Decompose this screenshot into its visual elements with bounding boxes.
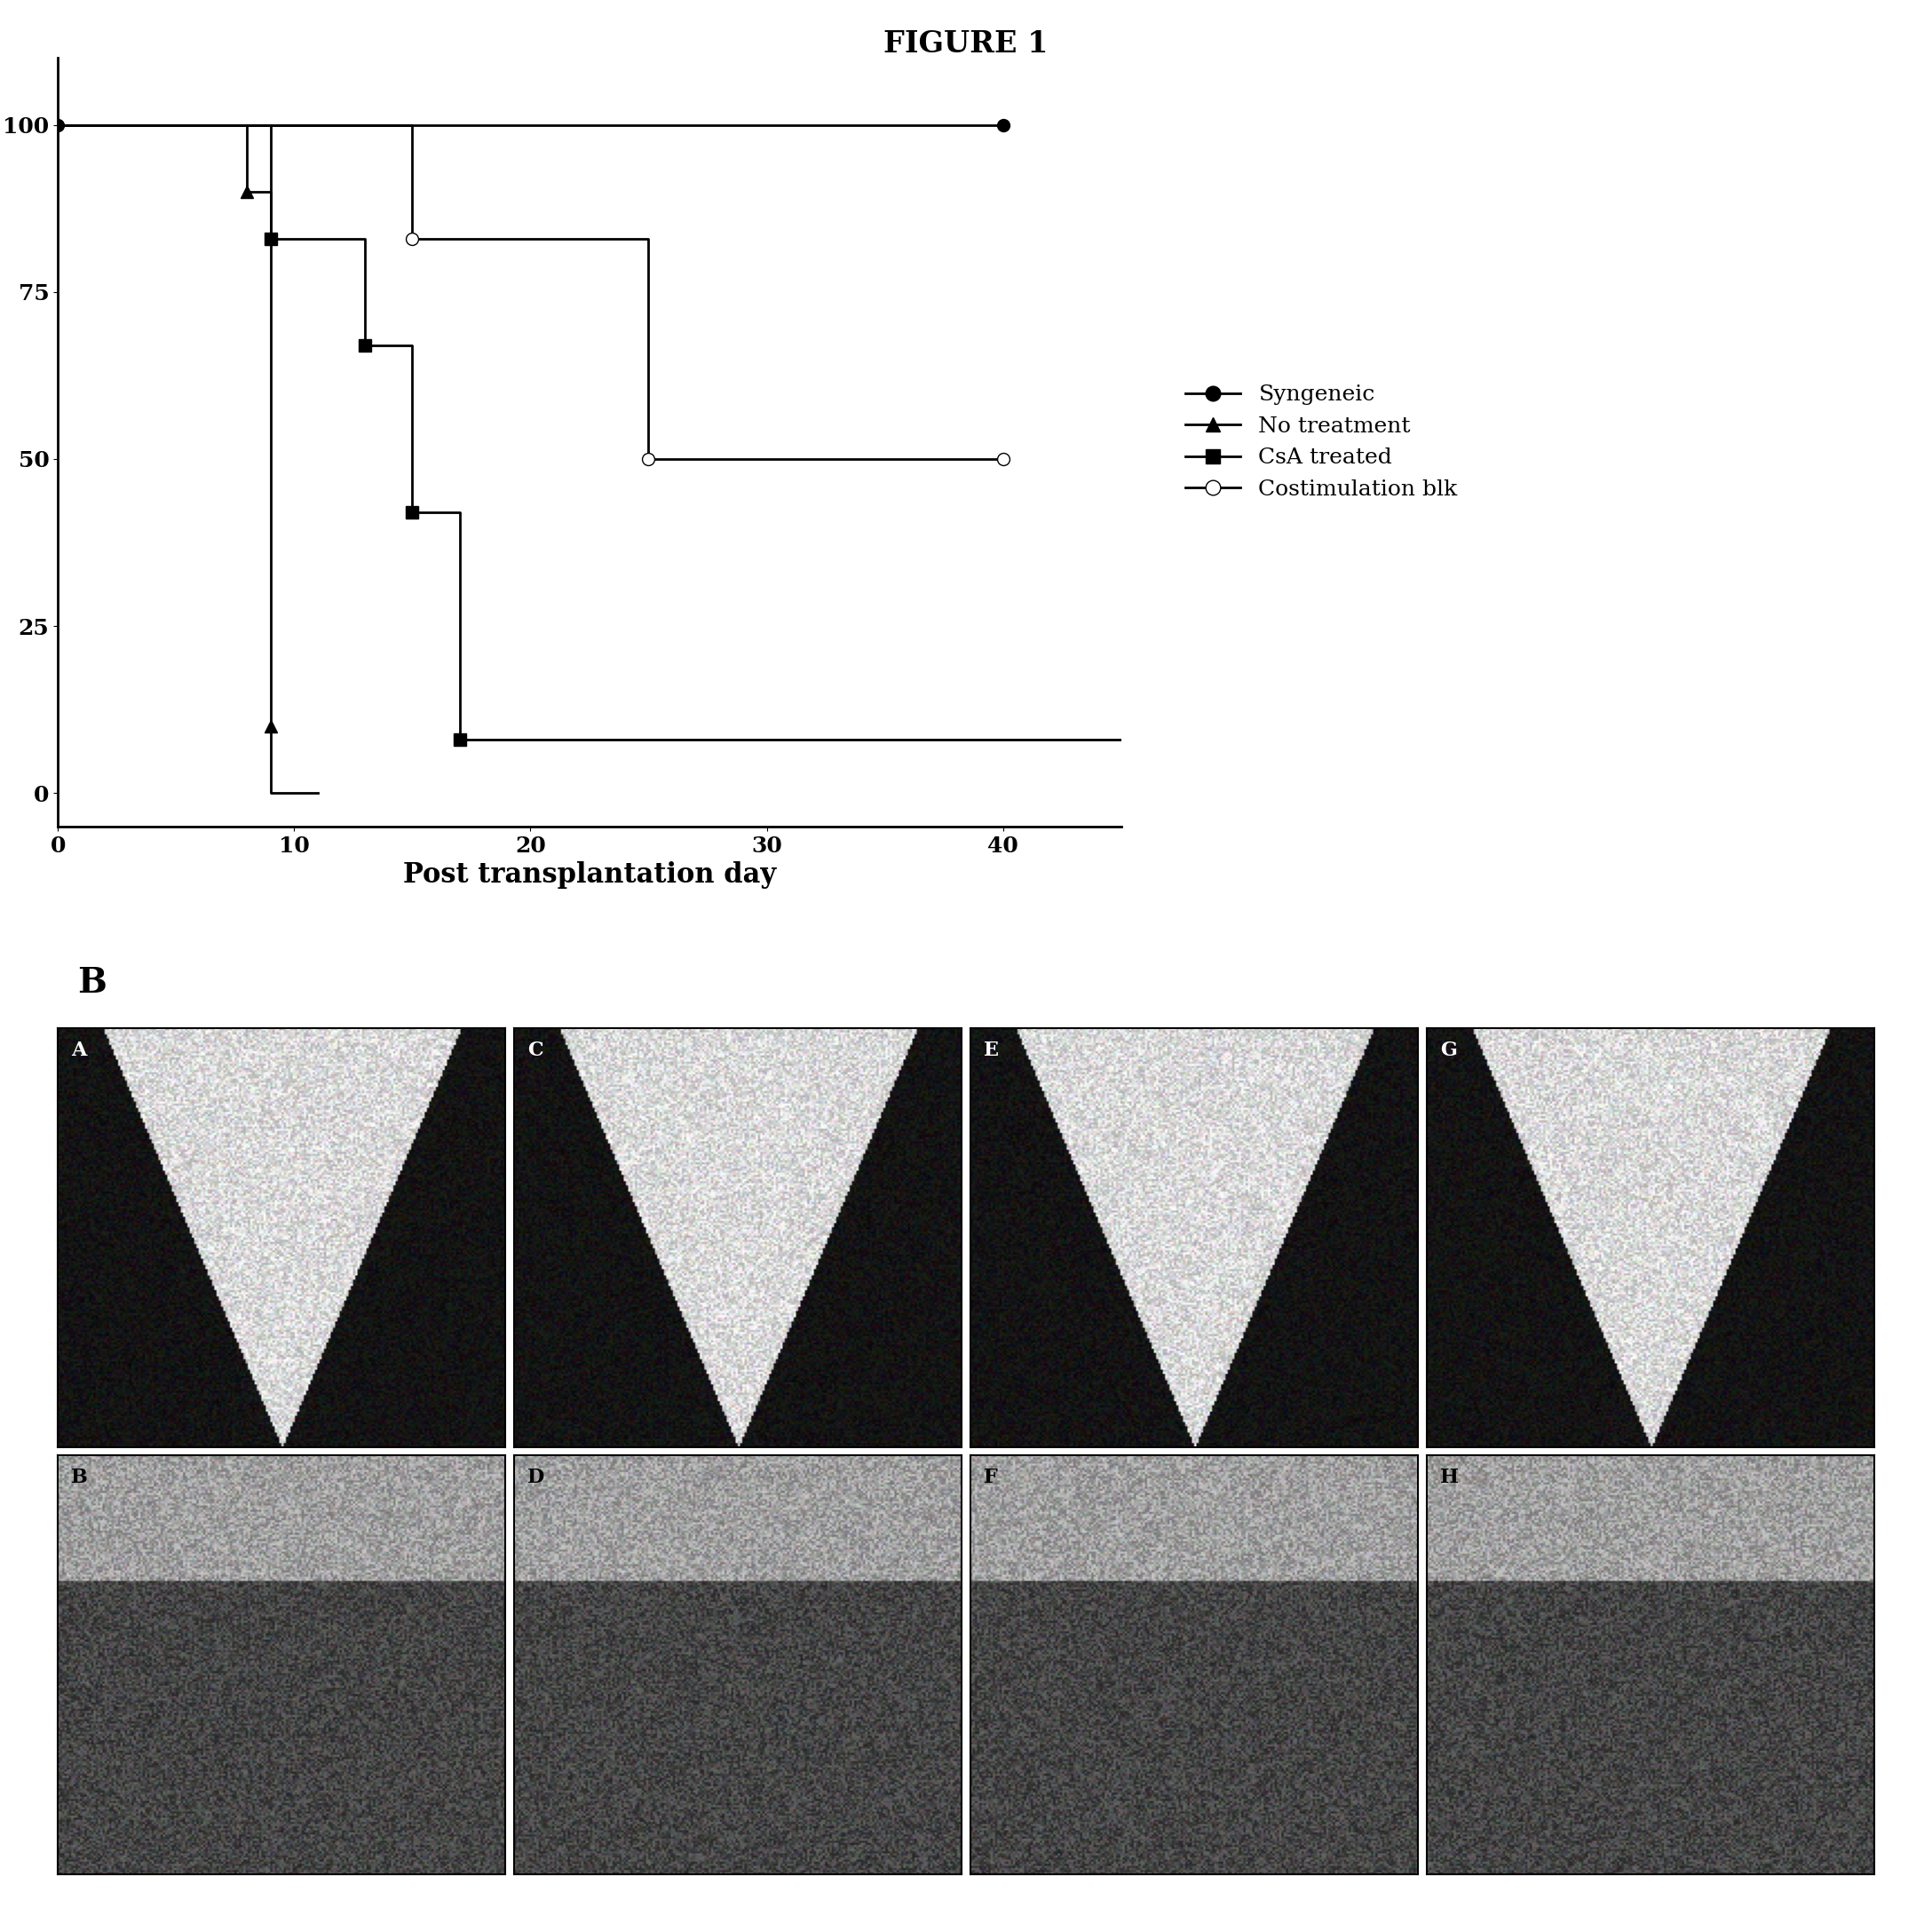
Text: FIGURE 1: FIGURE 1 bbox=[883, 29, 1049, 58]
Text: H: H bbox=[1439, 1468, 1459, 1488]
Text: C: C bbox=[527, 1041, 543, 1061]
Text: G: G bbox=[1439, 1041, 1457, 1061]
X-axis label: Post transplantation day: Post transplantation day bbox=[404, 862, 777, 889]
Text: B: B bbox=[77, 966, 106, 999]
Text: E: E bbox=[983, 1041, 999, 1061]
Text: F: F bbox=[983, 1468, 997, 1488]
Text: A: A bbox=[71, 1041, 87, 1061]
Text: B: B bbox=[71, 1468, 89, 1488]
Legend: Syngeneic, No treatment, CsA treated, Costimulation blk: Syngeneic, No treatment, CsA treated, Co… bbox=[1177, 377, 1466, 508]
Text: D: D bbox=[527, 1468, 545, 1488]
